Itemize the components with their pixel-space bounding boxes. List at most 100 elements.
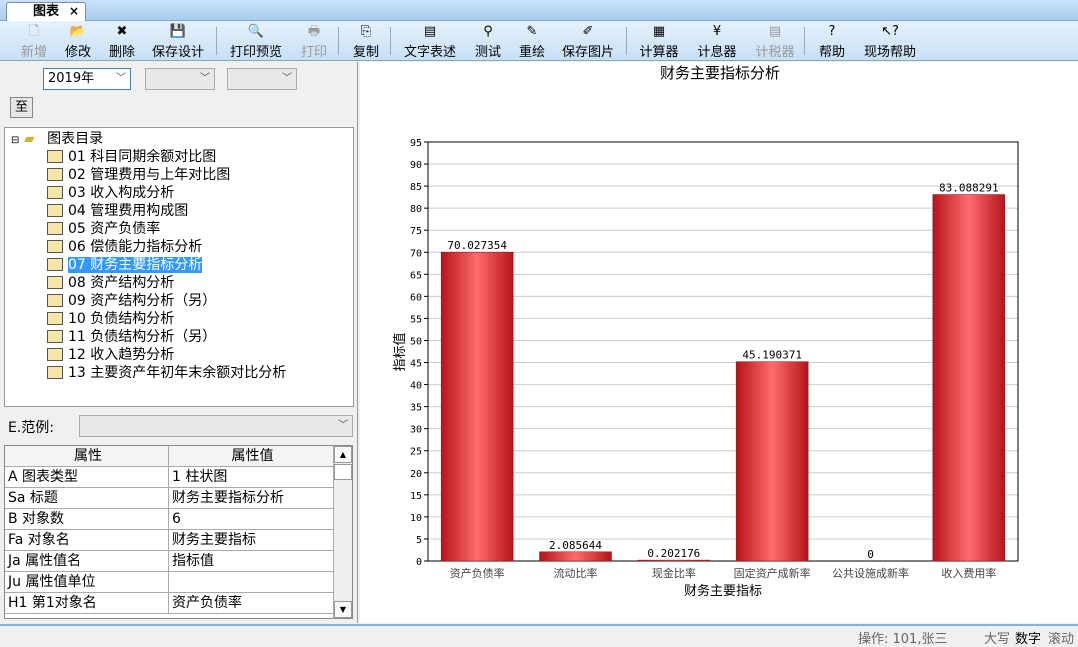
chart-doc-icon — [47, 222, 63, 235]
status-caps: 大写 — [984, 632, 1011, 647]
tree-item[interactable]: 08 资产结构分析 — [47, 274, 174, 292]
tab-chart[interactable]: 图表 × — [6, 2, 86, 21]
toolbar-button-0[interactable]: 🗋 新增 — [12, 23, 56, 60]
grid-row[interactable]: Ja 属性值名 指标值 — [5, 551, 333, 572]
y-tick-label: 95 — [410, 138, 422, 149]
scroll-up-icon[interactable]: ▲ — [334, 446, 352, 463]
grid-row[interactable]: Sa 标题 财务主要指标分析 — [5, 488, 333, 509]
grid-cell-property: Fa 对象名 — [8, 532, 70, 548]
toolbar-separator — [390, 27, 391, 55]
y-tick-label: 0 — [416, 557, 422, 568]
tree-item-label: 13 主要资产年初年末余额对比分析 — [68, 365, 287, 381]
chart-doc-icon — [47, 348, 63, 361]
x-tick-label: 收入费用率 — [941, 566, 996, 580]
tree-item[interactable]: 04 管理费用构成图 — [47, 202, 188, 220]
toolbar-button-7[interactable]: ▤ 文字表述 — [398, 23, 462, 60]
help-icon: ? — [828, 24, 836, 39]
grid-cell-property: 属性 — [74, 448, 102, 464]
tree-item[interactable]: 03 收入构成分析 — [47, 184, 174, 202]
tree-item[interactable]: 07 财务主要指标分析 — [47, 256, 203, 274]
toolbar-button-3[interactable]: 💾 保存设计 — [146, 23, 210, 60]
tree-item[interactable]: 10 负债结构分析 — [47, 310, 174, 328]
y-tick-label: 5 — [416, 535, 422, 546]
pencil-icon: ✎ — [526, 24, 538, 39]
toolbar-button-14[interactable]: ? 帮助 — [812, 23, 852, 60]
chart-title: 财务主要指标分析 — [660, 64, 780, 82]
tree-item[interactable]: 05 资产负债率 — [47, 220, 160, 238]
tree-item[interactable]: 02 管理费用与上年对比图 — [47, 166, 230, 184]
toolbar-button-6[interactable]: ⎘ 复制 — [346, 23, 386, 60]
chart-doc-icon — [47, 366, 63, 379]
y-tick-label: 70 — [410, 248, 422, 259]
grid-cell-property: B 对象数 — [8, 511, 65, 527]
grid-row[interactable]: B 对象数 6 — [5, 509, 333, 530]
calculator-icon: ▦ — [652, 24, 666, 39]
status-num: 数字 — [1015, 632, 1042, 647]
tree-item-label: 05 资产负债率 — [68, 221, 161, 237]
tree-item[interactable]: 09 资产结构分析（另） — [47, 292, 216, 310]
tree-root[interactable]: ⊟ ▰ 图表目录 — [11, 130, 103, 148]
toolbar-button-10[interactable]: ✐ 保存图片 — [556, 23, 620, 60]
grid-cell-property: Sa 标题 — [8, 490, 58, 506]
toolbar-button-12[interactable]: ¥ 计息器 — [692, 23, 742, 60]
chart-pane: 财务主要指标分析 0 5 10 15 20 25 30 35 40 45 50 55 60 65 70 75 80… — [360, 62, 1078, 623]
toolbar-button-1[interactable]: 📂 修改 — [58, 23, 98, 60]
tree-item-label: 09 资产结构分析（另） — [68, 293, 217, 309]
toolbar-button-label: 保存设计 — [151, 45, 204, 60]
month-end-select[interactable]: ﹀ — [227, 68, 297, 90]
grid-cell-value — [168, 572, 333, 593]
data-label: 83.088291 — [939, 182, 999, 195]
y-tick-label: 85 — [410, 182, 422, 193]
toolbar-button-label: 打印 — [300, 45, 327, 60]
data-label: 0.202176 — [647, 547, 700, 560]
chart-doc-icon — [47, 204, 63, 217]
grid-cell-property: A 图表类型 — [8, 469, 79, 485]
grid-row[interactable]: H1 第1对象名 资产负债率 — [5, 593, 333, 614]
toolbar-button-13[interactable]: ▤ 计税器 — [750, 23, 800, 60]
example-select[interactable]: ﹀ — [79, 415, 353, 437]
toolbar-button-15[interactable]: ↖? 现场帮助 — [858, 23, 922, 60]
tax-icon: ▤ — [768, 24, 782, 39]
chart-tree: ⊟ ▰ 图表目录 01 科目同期余额对比图 02 管理费用与上年对比图 03 收入构成… — [4, 127, 354, 407]
toolbar-button-9[interactable]: ✎ 重绘 — [512, 23, 552, 60]
grid-row[interactable]: A 图表类型 1 柱状图 — [5, 467, 333, 488]
toolbar-separator — [804, 27, 805, 55]
month-start-select[interactable]: ﹀ — [145, 68, 215, 90]
year-select[interactable]: 2019年 ﹀ — [43, 68, 131, 90]
example-label: E.范例: — [8, 420, 55, 436]
toolbar-button-label: 文字表述 — [403, 45, 456, 60]
toolbar-button-2[interactable]: ✖ 删除 — [102, 23, 142, 60]
tree-item[interactable]: 12 收入趋势分析 — [47, 346, 174, 364]
tree-item-label: 03 收入构成分析 — [68, 185, 175, 201]
copy-icon: ⎘ — [360, 24, 372, 39]
bar — [539, 551, 612, 562]
grid-cell-value: 财务主要指标分析 — [168, 488, 333, 509]
toolbar-button-8[interactable]: ⚲ 测试 — [468, 23, 508, 60]
toolbar-button-11[interactable]: ▦ 计算器 — [634, 23, 684, 60]
grid-row[interactable]: Ju 属性值单位 — [5, 572, 333, 593]
text-icon: ▤ — [423, 24, 437, 39]
tree-item[interactable]: 11 负债结构分析（另） — [47, 328, 216, 346]
y-tick-label: 90 — [410, 160, 422, 171]
close-icon[interactable]: × — [68, 4, 79, 18]
bar — [932, 194, 1006, 562]
scroll-thumb[interactable] — [334, 464, 352, 480]
toolbar-button-label: 现场帮助 — [863, 45, 916, 60]
scroll-down-icon[interactable]: ▼ — [334, 601, 352, 618]
to-button[interactable]: 至 — [10, 97, 33, 118]
grid-cell-value: 指标值 — [168, 551, 333, 572]
grid-row[interactable]: Fa 对象名 财务主要指标 — [5, 530, 333, 551]
collapse-icon[interactable]: ⊟ — [11, 135, 20, 146]
interest-icon: ¥ — [712, 24, 722, 39]
data-label: 45.190371 — [742, 349, 802, 362]
tree-item[interactable]: 01 科目同期余额对比图 — [47, 148, 216, 166]
tree-item[interactable]: 13 主要资产年初年末余额对比分析 — [47, 364, 286, 382]
toolbar-button-4[interactable]: 🔍 打印预览 — [224, 23, 288, 60]
search-icon: ⚲ — [483, 24, 493, 39]
toolbar-button-label: 打印预览 — [229, 45, 282, 60]
grid-scrollbar[interactable]: ▲ ▼ — [333, 446, 352, 618]
tree-item[interactable]: 06 偿债能力指标分析 — [47, 238, 202, 256]
x-tick-label: 现金比率 — [652, 566, 696, 580]
toolbar-button-5[interactable]: 🖶 打印 — [294, 23, 334, 60]
tab-bar: 图表 × — [0, 0, 1078, 21]
